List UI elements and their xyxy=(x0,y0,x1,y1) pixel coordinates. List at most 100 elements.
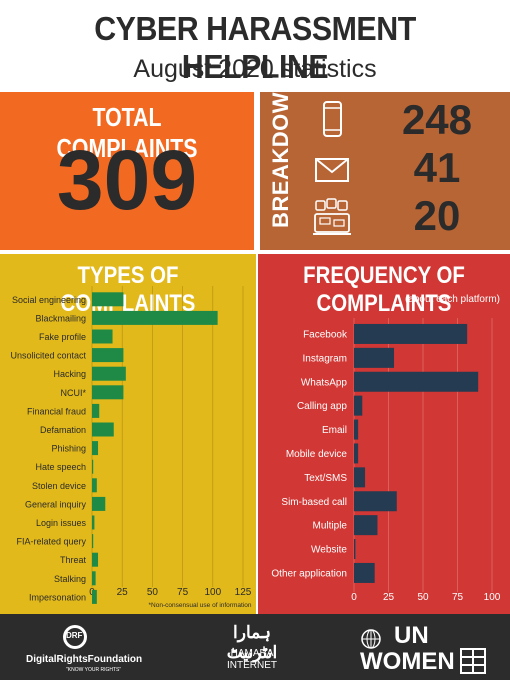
un-women-line1: UN xyxy=(394,622,429,649)
x-tick-label: 25 xyxy=(117,587,129,598)
mail-icon xyxy=(315,158,349,182)
bar xyxy=(354,419,359,440)
types-chart-footnote: *Non-consensual use of information xyxy=(149,602,252,609)
bar xyxy=(92,534,94,549)
bar xyxy=(92,496,106,511)
bar xyxy=(354,467,366,488)
total-complaints-label: TOTAL COMPLAINTS xyxy=(56,102,198,163)
x-tick-label: 125 xyxy=(235,587,252,598)
category-label: Impersonation xyxy=(29,592,86,602)
x-tick-label: 0 xyxy=(351,592,357,603)
category-label: Sim-based call xyxy=(281,497,347,508)
bar xyxy=(354,395,363,416)
category-label: Threat xyxy=(60,555,87,565)
bar xyxy=(92,385,124,400)
category-label: FIA-related query xyxy=(16,537,86,547)
bar xyxy=(92,310,218,325)
bar xyxy=(354,539,356,560)
drf-tagline: "KNOW YOUR RIGHTS" xyxy=(66,667,122,673)
x-tick-label: 100 xyxy=(484,592,501,603)
category-label: Login issues xyxy=(36,518,87,528)
frequency-of-complaints-panel: FREQUENCY OF COMPLAINTS (about each plat… xyxy=(258,254,510,614)
category-label: Defamation xyxy=(40,425,86,435)
category-label: Website xyxy=(311,545,347,556)
x-tick-label: 50 xyxy=(147,587,159,598)
category-label: Unsolicited contact xyxy=(10,351,86,361)
drf-badge-icon xyxy=(63,625,87,649)
bar xyxy=(92,292,124,307)
breakdown-social-value: 20 xyxy=(413,192,461,239)
bar xyxy=(92,478,97,493)
drf-logo: DRF DigitalRightsFoundation "KNOW YOUR R… xyxy=(20,622,160,674)
category-label: NCUI* xyxy=(60,388,86,398)
un-women-logo: UN WOMEN xyxy=(360,622,490,675)
breakdown-label: BREAKDOWN xyxy=(268,75,293,228)
drf-name: DigitalRightsFoundation xyxy=(26,654,143,665)
bar xyxy=(92,552,99,567)
bar xyxy=(92,441,99,456)
hamara-line1: HAMARA xyxy=(230,648,274,659)
bar xyxy=(92,515,95,530)
bar xyxy=(92,348,124,363)
category-label: Hate speech xyxy=(35,462,86,472)
breakdown-mail-value: 41 xyxy=(413,144,461,191)
category-label: Stalking xyxy=(54,574,86,584)
category-label: Mobile device xyxy=(286,449,348,460)
category-label: Financial fraud xyxy=(27,406,86,416)
category-label: Blackmailing xyxy=(35,313,86,323)
women-equality-icon xyxy=(460,648,486,674)
bar xyxy=(92,422,114,437)
total-complaints-value: 309 xyxy=(56,133,198,227)
bar xyxy=(354,323,468,344)
footer: DRF DigitalRightsFoundation "KNOW YOUR R… xyxy=(0,614,510,680)
phone-icon xyxy=(323,101,342,137)
category-label: WhatsApp xyxy=(301,377,348,388)
x-tick-label: 25 xyxy=(383,592,395,603)
frequency-of-complaints-chart: 0 25 50 75 100 Facebook Instagram WhatsApp Calli… xyxy=(271,318,501,603)
category-label: Multiple xyxy=(313,521,348,532)
category-label: Other application xyxy=(271,568,347,579)
frequency-chart-title: FREQUENCY OF COMPLAINTS xyxy=(303,262,465,317)
hamara-urdu-text: ہمارا انٹرنیٹ xyxy=(226,623,278,662)
bar xyxy=(92,571,96,586)
category-label: Email xyxy=(322,425,347,436)
drf-badge-text: DRF xyxy=(66,631,83,640)
bar xyxy=(92,329,113,344)
category-label: Fake profile xyxy=(39,332,86,342)
types-of-complaints-chart: 0255075100125Social engineeringBlackmail… xyxy=(10,286,252,609)
category-label: Hacking xyxy=(53,369,86,379)
hamara-line2: INTERNET xyxy=(227,660,277,671)
bar xyxy=(354,562,375,583)
category-label: Text/SMS xyxy=(304,473,347,484)
hamara-internet-logo: ہمارا انٹرنیٹ HAMARA INTERNET xyxy=(212,620,292,676)
category-label: Stolen device xyxy=(32,481,86,491)
category-label: General inquiry xyxy=(25,499,87,509)
bar xyxy=(354,491,397,512)
un-emblem-icon xyxy=(361,629,381,649)
header: CYBER HARASSMENT HELPLINE August 2020 st… xyxy=(0,0,510,88)
x-tick-label: 50 xyxy=(417,592,429,603)
category-label: Facebook xyxy=(303,329,348,340)
category-label: Instagram xyxy=(303,353,347,364)
bar xyxy=(92,366,126,381)
x-tick-label: 100 xyxy=(204,587,221,598)
bar xyxy=(354,515,378,536)
breakdown-phone-value: 248 xyxy=(401,96,473,143)
social-media-icon xyxy=(313,198,351,235)
bar xyxy=(92,459,94,474)
un-women-line2: WOMEN xyxy=(360,648,455,675)
bar xyxy=(92,589,97,604)
x-tick-label: 75 xyxy=(452,592,464,603)
types-of-complaints-panel: TYPES OF COMPLAINTS 0255075100125Social … xyxy=(0,254,256,614)
total-complaints-panel: TOTAL COMPLAINTS 309 xyxy=(0,92,254,250)
frequency-chart-subtitle: (about each platform) xyxy=(404,294,500,305)
page-subtitle: August 2020 statistics xyxy=(133,55,377,83)
bar xyxy=(92,403,100,418)
page-title: CYBER HARASSMENT HELPLINE xyxy=(94,10,416,85)
x-tick-label: 75 xyxy=(177,587,189,598)
category-label: Calling app xyxy=(297,401,347,412)
category-label: Phishing xyxy=(51,444,86,454)
bar xyxy=(354,371,479,392)
breakdown-panel: BREAKDOWN 248 41 20 xyxy=(260,75,510,250)
bar xyxy=(354,347,395,368)
